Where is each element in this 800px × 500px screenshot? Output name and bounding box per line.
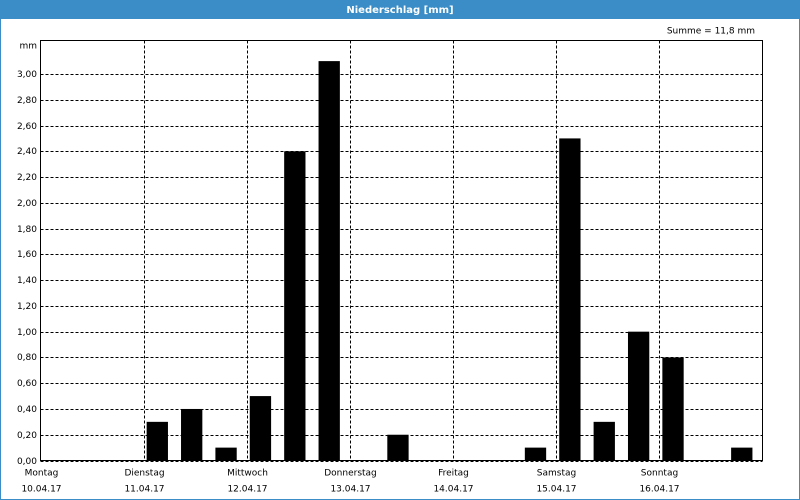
bar [249, 396, 272, 461]
day-label: Montag [25, 469, 59, 479]
title-bar [0, 0, 800, 19]
y-tick-label: 2,20 [17, 173, 37, 183]
y-tick-label: 0,20 [17, 431, 37, 441]
day-label: Donnerstag [324, 469, 377, 479]
day-date: 14.04.17 [433, 485, 473, 495]
bar [731, 447, 753, 461]
bar [284, 151, 306, 461]
y-tick-label: 0,60 [17, 379, 37, 389]
bar [181, 408, 203, 461]
day-label: Sonntag [641, 469, 678, 479]
y-tick-label: 1,80 [17, 225, 37, 235]
day-date: 12.04.17 [227, 485, 267, 495]
y-tick-label: 1,40 [17, 276, 37, 286]
y-tick-label: 2,60 [17, 122, 37, 132]
y-tick-label: 2,00 [17, 199, 37, 209]
day-date: 11.04.17 [124, 485, 164, 495]
day-date: 13.04.17 [330, 485, 370, 495]
day-date: 10.04.17 [21, 485, 61, 495]
bar [593, 421, 615, 461]
y-tick-label: 1,20 [17, 302, 37, 312]
y-tick-label: 2,40 [17, 147, 37, 157]
day-label: Freitag [438, 469, 469, 479]
day-label: Mittwoch [227, 469, 268, 479]
y-axis-label: mm [19, 42, 37, 52]
y-tick-label: 3,00 [17, 70, 37, 80]
y-tick-label: 0,00 [17, 457, 37, 467]
bar [215, 447, 237, 461]
y-tick-label: 0,40 [17, 405, 37, 415]
summary: Summe = 11,8 mm [667, 27, 755, 37]
bar [318, 61, 340, 461]
y-tick-label: 0,80 [17, 353, 37, 363]
chart-title: Niederschlag [mm] [346, 5, 453, 16]
y-tick-label: 1,60 [17, 250, 37, 260]
y-tick-label: 1,00 [17, 328, 37, 338]
y-tick-label: 2,80 [17, 96, 37, 106]
day-date: 15.04.17 [536, 485, 576, 495]
bar [146, 421, 168, 461]
bar [524, 447, 547, 461]
bar [559, 138, 581, 461]
bar [627, 331, 650, 461]
day-label: Dienstag [124, 469, 164, 479]
day-label: Samstag [537, 469, 576, 479]
bar [662, 357, 684, 461]
day-date: 16.04.17 [639, 485, 679, 495]
bar [387, 434, 409, 461]
